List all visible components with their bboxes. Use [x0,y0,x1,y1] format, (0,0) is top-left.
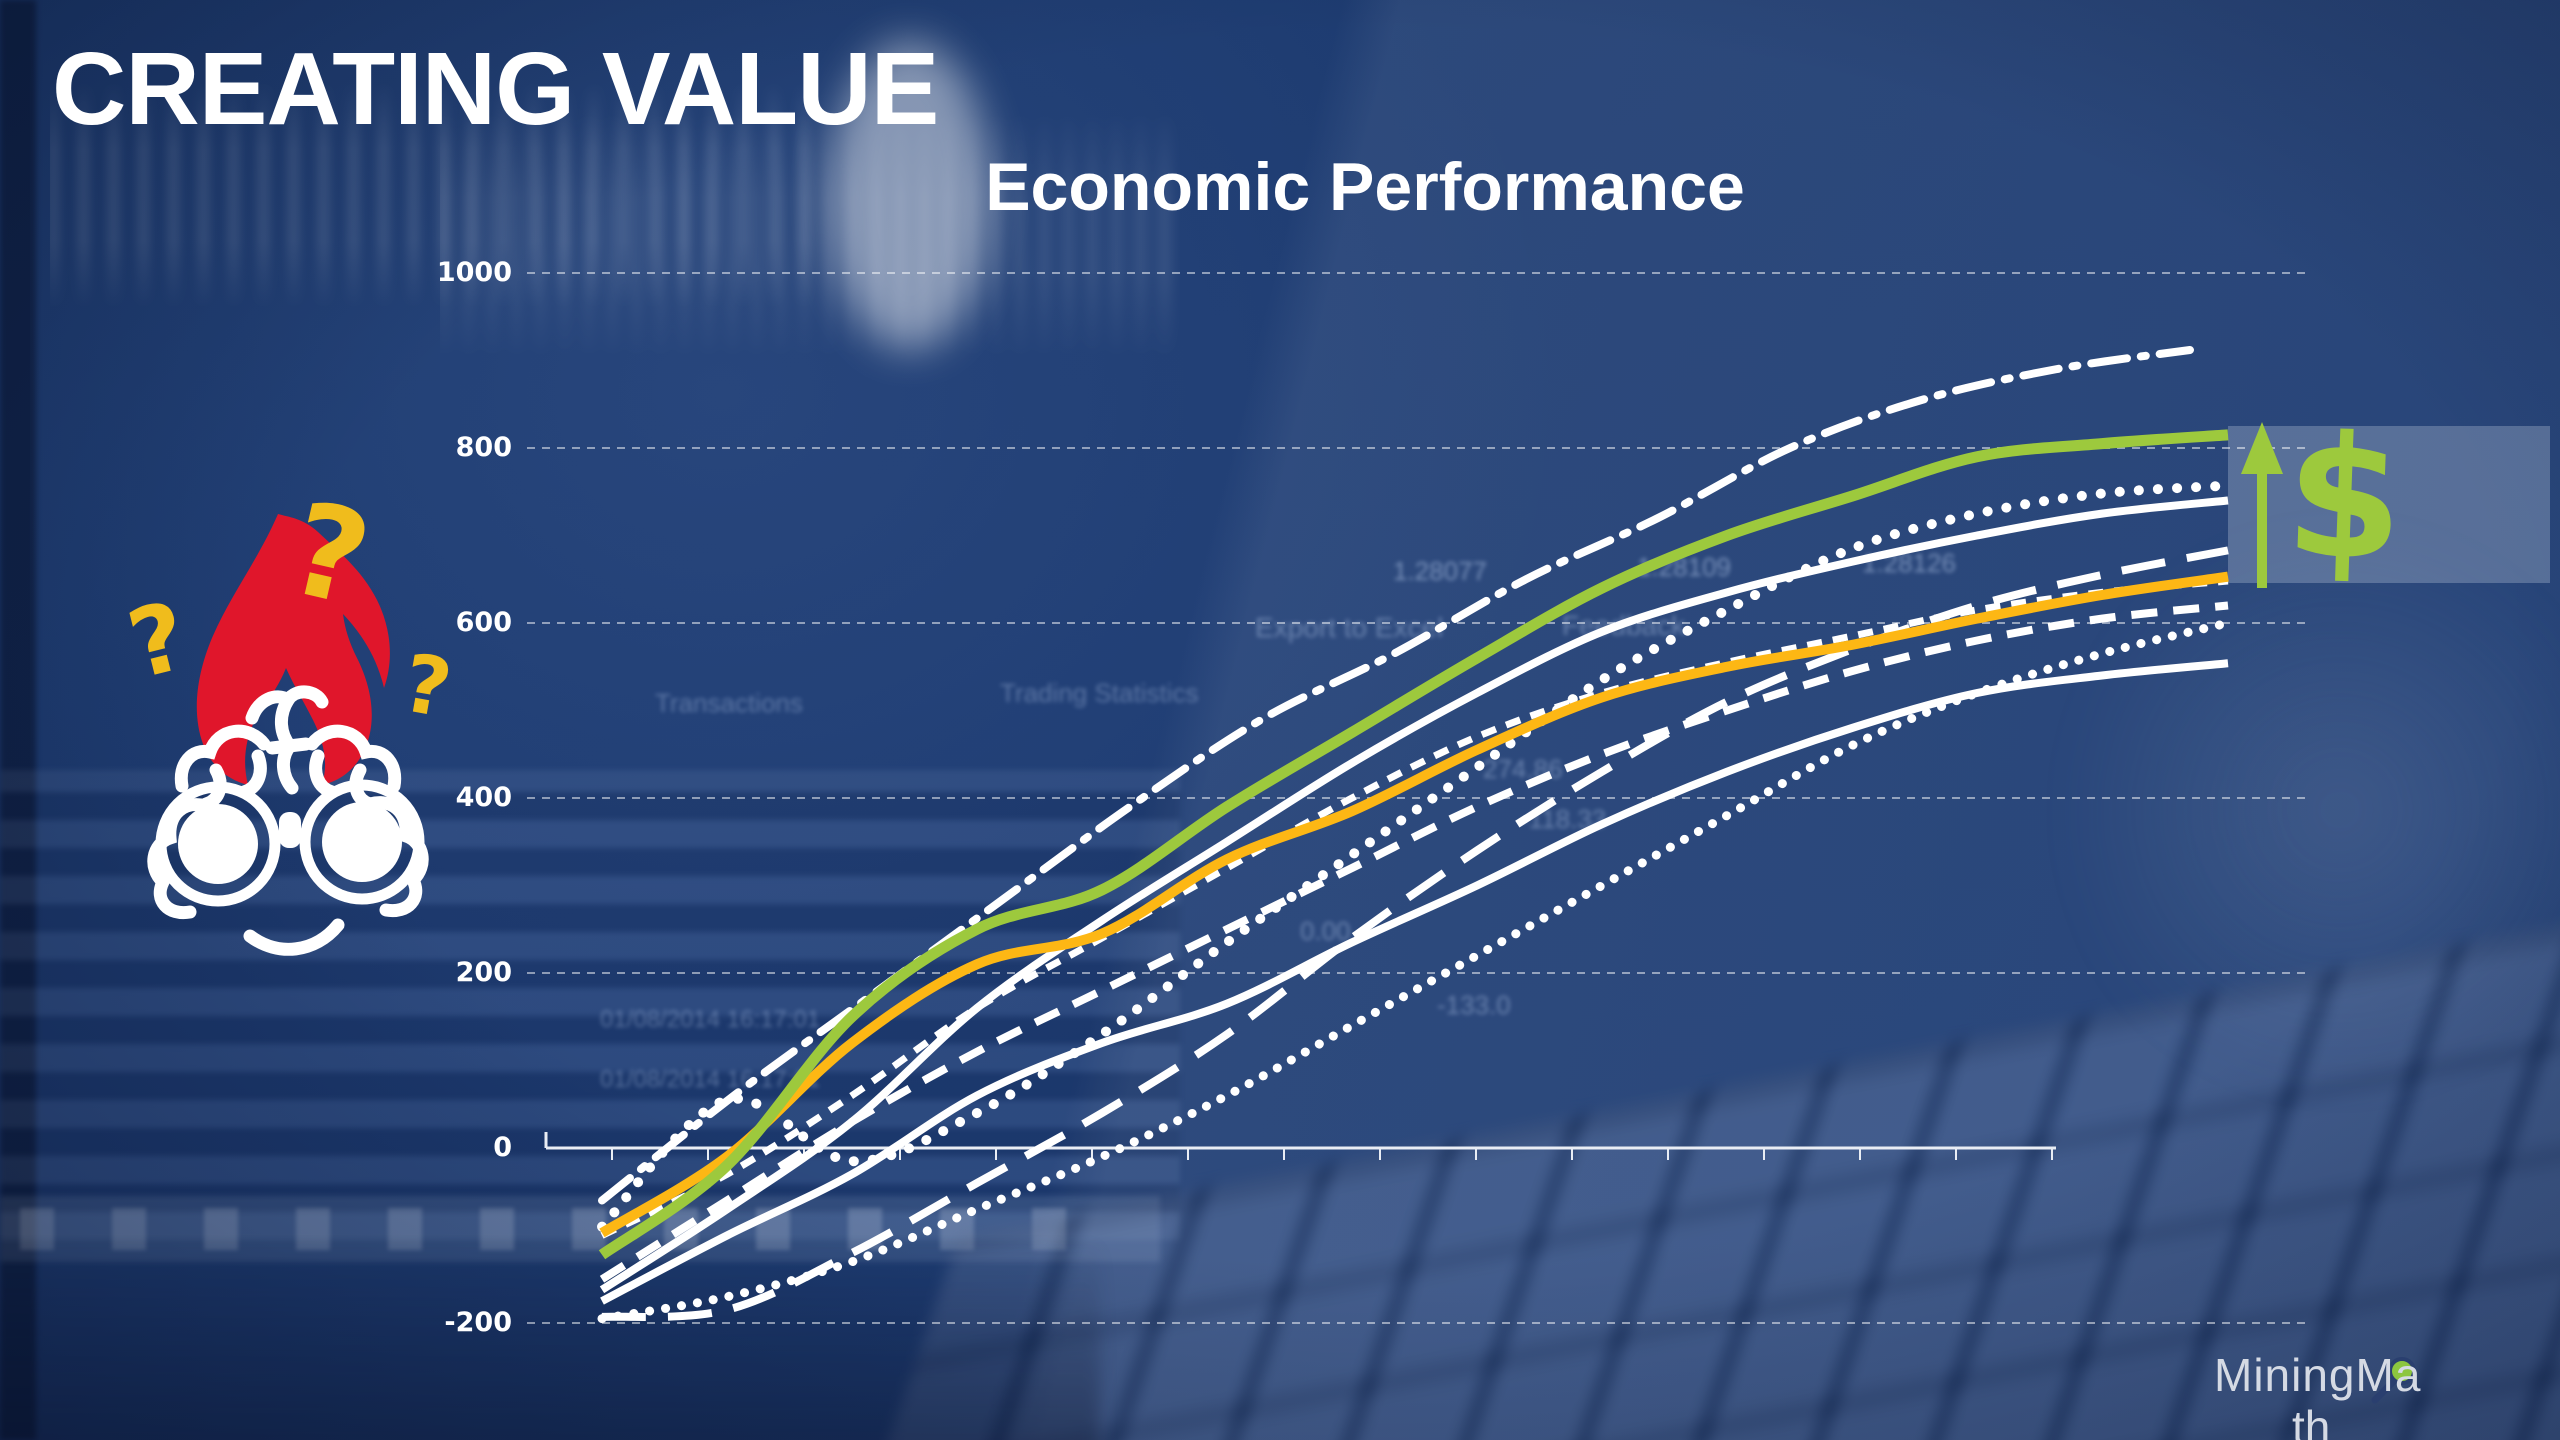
y-axis-label--200: -200 [444,1307,512,1338]
chart-title: Economic Performance [985,149,1745,225]
candlestick-texture [50,80,830,310]
dollar-icon: $ [2282,398,2407,599]
y-axis-label-600: 600 [455,607,512,638]
logo-miningmath-line1: MiningMa [2214,1349,2422,1401]
y-axis-label-200: 200 [455,957,512,988]
laptop-bezel-texture [0,0,36,1440]
y-axis-label-400: 400 [455,782,512,813]
candlestick-texture-2 [440,110,1180,360]
chart-spike-texture [830,40,990,350]
y-axis-label-0: 0 [493,1132,512,1163]
y-axis-label-800: 800 [455,432,512,463]
page-title: CREATING VALUE [52,31,939,146]
y-axis-label-1000: 1000 [436,257,512,288]
logo-miningmath-line2: th [2292,1401,2331,1440]
